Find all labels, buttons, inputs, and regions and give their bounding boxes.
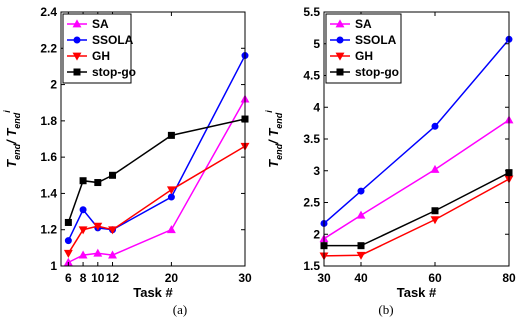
legend-marker-stop-go xyxy=(336,68,344,76)
y-tick-label: 1.2 xyxy=(40,223,57,237)
data-point-gh xyxy=(78,226,88,235)
legend-label-ssola: SSOLA xyxy=(92,33,134,47)
legend-marker-gh xyxy=(72,52,82,61)
x-tick-label: 8 xyxy=(80,271,87,285)
legend-label-gh: GH xyxy=(355,49,373,63)
legend-label-ssola: SSOLA xyxy=(355,33,397,47)
y-tick-label: 2 xyxy=(313,227,320,241)
data-point-ssola xyxy=(431,122,439,130)
data-point-gh xyxy=(93,222,103,231)
figure-caption: (b) xyxy=(378,302,393,317)
x-tick-label: 12 xyxy=(106,271,120,285)
y-tick-label: 3 xyxy=(313,164,320,178)
legend: SA SSOLA GH stop-go xyxy=(62,13,136,84)
chart-panel-a: 1 1.2 1.4 1.6 1.8 2 2.2 2.4 6 8 10 12 20 30 Task # Tend… xyxy=(2,5,252,317)
data-point-stop-go xyxy=(167,131,175,139)
legend-marker-ssola xyxy=(336,36,344,44)
y-tick-label: 4 xyxy=(313,100,320,114)
legend-label-stop-go: stop-go xyxy=(92,65,136,79)
data-point-sa xyxy=(93,248,103,257)
y-tick-label: 1.6 xyxy=(40,150,57,164)
data-point-ssola xyxy=(167,193,175,201)
data-point-stop-go xyxy=(431,207,439,215)
y-axis-label-part: T xyxy=(4,159,19,168)
data-point-ssola xyxy=(64,237,72,245)
y-axis-label-part: i xyxy=(2,110,12,113)
series-line-ssola xyxy=(67,55,246,241)
x-tick-label: 80 xyxy=(502,271,516,285)
x-tick-label: 20 xyxy=(165,271,179,285)
data-point-stop-go xyxy=(94,179,102,187)
plot-area-frame xyxy=(60,11,246,267)
y-tick-label: 5 xyxy=(313,37,320,51)
x-tick-label: 30 xyxy=(238,271,252,285)
y-tick-label: 2.4 xyxy=(40,5,57,19)
data-point-gh xyxy=(108,226,117,235)
legend-marker-sa xyxy=(335,19,345,28)
y-axis-label-part: end xyxy=(274,143,284,160)
legend-label-sa: SA xyxy=(355,17,372,31)
data-point-ssola xyxy=(79,206,87,214)
y-tick-label: 1.8 xyxy=(40,114,57,128)
y-axis-label-part: T xyxy=(266,159,281,168)
series-line-gh xyxy=(67,145,246,254)
data-point-stop-go xyxy=(357,242,365,250)
y-tick-label: 2 xyxy=(50,78,57,92)
y-axis-label: Tend/ Tendi xyxy=(264,110,284,168)
x-tick-label: 40 xyxy=(354,271,368,285)
data-point-ssola xyxy=(357,187,365,195)
y-axis-label: Tend/ Tendi xyxy=(2,110,22,168)
x-axis-label: Task # xyxy=(397,285,437,300)
x-tick-label: 60 xyxy=(428,271,442,285)
legend-marker-stop-go xyxy=(73,68,81,76)
y-axis-label-part: / T xyxy=(266,128,281,145)
legend-label-sa: SA xyxy=(92,17,109,31)
x-tick-label: 10 xyxy=(91,271,105,285)
y-axis-label-part: i xyxy=(264,110,274,113)
y-tick-label: 5.5 xyxy=(303,5,320,19)
y-tick-label: 2.5 xyxy=(303,196,320,210)
data-point-gh xyxy=(356,251,366,260)
legend-label-stop-go: stop-go xyxy=(355,65,399,79)
x-axis-label: Task # xyxy=(133,285,173,300)
legend-marker-sa xyxy=(72,19,82,28)
series-line-sa xyxy=(323,119,510,240)
data-point-sa xyxy=(78,250,88,259)
series-line-stop-go xyxy=(67,118,246,223)
y-tick-label: 3.5 xyxy=(303,132,320,146)
y-tick-label: 1.5 xyxy=(303,259,320,273)
data-point-gh xyxy=(63,249,73,258)
x-tick-label: 30 xyxy=(317,271,331,285)
data-point-sa xyxy=(356,210,366,219)
chart-panel-b: 1.5 2 2.5 3 3.5 4 4.5 5 5.5 30 40 60 80 Task # Tend/ T… xyxy=(264,5,516,317)
y-axis-label-part: end xyxy=(274,112,284,129)
y-axis-label-part: end xyxy=(12,112,22,129)
figure-caption: (a) xyxy=(173,302,187,317)
data-point-stop-go xyxy=(64,218,72,226)
data-point-gh xyxy=(430,216,440,225)
series-line-ssola xyxy=(323,38,510,225)
legend-marker-gh xyxy=(335,52,345,61)
series-line-gh xyxy=(323,178,510,257)
data-point-stop-go xyxy=(109,171,117,179)
y-axis-label-part: end xyxy=(12,143,22,160)
legend-label-gh: GH xyxy=(92,49,110,63)
data-point-gh xyxy=(166,186,176,195)
y-tick-label: 1.4 xyxy=(40,186,57,200)
data-point-sa xyxy=(430,164,440,173)
data-point-sa xyxy=(166,225,176,234)
y-tick-label: 1 xyxy=(50,259,57,273)
y-tick-label: 2.2 xyxy=(40,41,57,55)
legend: SA SSOLA GH stop-go xyxy=(325,13,402,84)
series-line-stop-go xyxy=(324,171,510,247)
y-axis-label-part: / T xyxy=(4,128,19,145)
data-point-sa xyxy=(108,250,117,259)
x-tick-label: 6 xyxy=(65,271,72,285)
y-tick-label: 4.5 xyxy=(303,69,320,83)
legend-marker-ssola xyxy=(73,36,81,44)
data-point-stop-go xyxy=(79,177,87,185)
